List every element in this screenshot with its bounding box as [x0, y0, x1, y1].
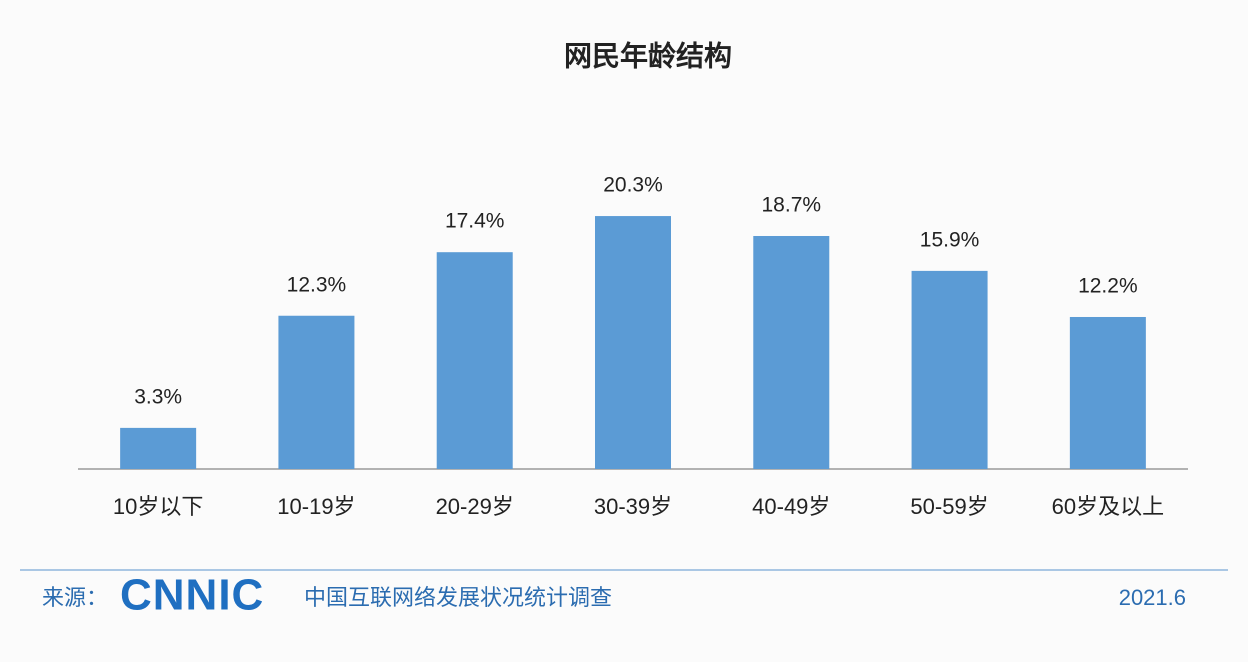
- x-tick-label: 30-39岁: [594, 494, 672, 519]
- logo: CNNIC: [120, 571, 264, 620]
- value-label: 3.3%: [134, 385, 182, 408]
- bar: [1069, 316, 1146, 469]
- x-tick-label: 40-49岁: [752, 494, 830, 519]
- bar: [911, 270, 988, 469]
- date: 2021.6: [1119, 585, 1186, 610]
- x-tick-label: 10-19岁: [277, 494, 355, 519]
- value-label: 20.3%: [603, 174, 663, 197]
- bar: [278, 315, 355, 469]
- bar: [753, 235, 830, 469]
- value-label: 17.4%: [445, 210, 505, 233]
- value-label: 12.3%: [287, 273, 347, 296]
- bar: [595, 216, 671, 469]
- bar: [120, 427, 197, 469]
- chart-title: 网民年龄结构: [564, 39, 732, 71]
- source: 中国互联网络发展状况统计调查: [304, 585, 612, 610]
- source-label: 来源：: [42, 585, 108, 610]
- x-tick-label: 20-29岁: [436, 494, 514, 519]
- x-tick-label: 10岁以下: [113, 494, 203, 519]
- x-tick-label: 50-59岁: [910, 494, 988, 519]
- value-label: 18.7%: [762, 194, 822, 217]
- value-label: 12.2%: [1078, 275, 1138, 298]
- x-tick-label: 60岁及以上: [1052, 494, 1164, 519]
- value-label: 15.9%: [920, 228, 980, 251]
- bar: [436, 252, 513, 469]
